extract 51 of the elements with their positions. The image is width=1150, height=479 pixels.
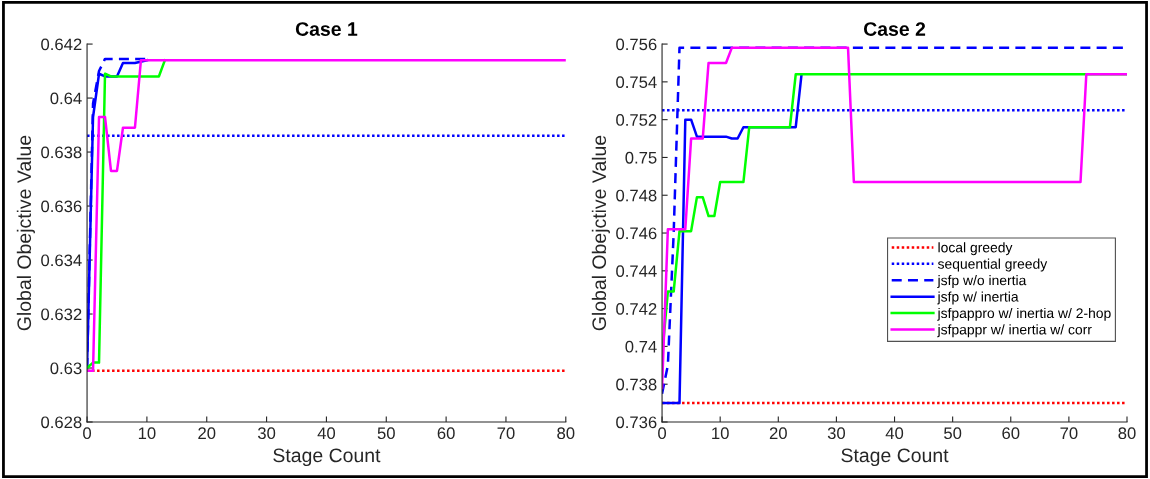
y-tick-label: 0.636 <box>41 200 82 213</box>
legend-label: jsfpappro w/ inertia w/ 2-hop <box>937 307 1111 321</box>
y-tick-label: 0.742 <box>616 303 657 315</box>
x-tick-label: 10 <box>138 427 156 440</box>
y-tick-label: 0.628 <box>41 416 82 429</box>
y-tick-label: 0.746 <box>616 227 657 240</box>
x-tick-label: 40 <box>885 427 904 440</box>
x-tick-label: 40 <box>317 427 336 440</box>
line-series <box>87 59 566 372</box>
chart-title: Case 2 <box>863 22 926 36</box>
y-tick-label: 0.748 <box>616 189 657 202</box>
legend-label: jsfp w/ inertia <box>937 291 1019 305</box>
x-tick-label: 20 <box>769 427 787 440</box>
y-tick-label: 0.632 <box>41 308 82 321</box>
y-axis-title: Global Obejctive Value <box>16 135 35 331</box>
x-tick-label: 0 <box>83 427 92 440</box>
y-tick-label: 0.634 <box>41 254 82 267</box>
x-tick-label: 30 <box>827 427 846 440</box>
y-tick-label: 0.64 <box>50 92 82 105</box>
x-tick-label: 70 <box>497 427 515 440</box>
x-tick-label: 80 <box>1118 427 1136 440</box>
legend-label: jsfpappr w/ inertia w/ corr <box>937 324 1092 338</box>
y-tick-label: 0.642 <box>41 38 82 51</box>
y-tick-label: 0.744 <box>616 265 657 278</box>
y-tick-label: 0.63 <box>50 362 82 375</box>
y-tick-label: 0.74 <box>625 340 657 353</box>
y-tick-label: 0.756 <box>616 38 657 51</box>
legend-label: jsfp w/o inertia <box>937 275 1027 288</box>
x-tick-label: 10 <box>712 427 729 440</box>
x-axis-title: Stage Count <box>273 448 381 467</box>
y-tick-label: 0.736 <box>616 416 657 429</box>
chart-title: Case 1 <box>295 22 358 36</box>
y-tick-label: 0.752 <box>616 114 657 126</box>
legend-label: sequential greedy <box>937 258 1048 272</box>
x-tick-label: 0 <box>658 427 667 440</box>
legend-label: local greedy <box>938 242 1013 256</box>
y-tick-label: 0.638 <box>41 146 82 159</box>
x-tick-label: 30 <box>257 427 276 440</box>
x-tick-label: 60 <box>437 427 455 440</box>
x-tick-label: 70 <box>1060 427 1078 440</box>
line-series <box>87 59 167 370</box>
y-tick-label: 0.738 <box>616 378 657 391</box>
x-tick-label: 50 <box>944 427 962 440</box>
x-tick-label: 60 <box>1002 427 1020 440</box>
y-tick-label: 0.75 <box>625 151 657 164</box>
y-tick-label: 0.754 <box>616 76 657 89</box>
x-tick-label: 80 <box>557 427 575 440</box>
x-axis-title: Stage Count <box>841 448 949 467</box>
y-axis-title: Global Obejctive Value <box>591 135 610 331</box>
x-tick-label: 50 <box>377 427 395 440</box>
x-tick-label: 20 <box>198 427 216 440</box>
